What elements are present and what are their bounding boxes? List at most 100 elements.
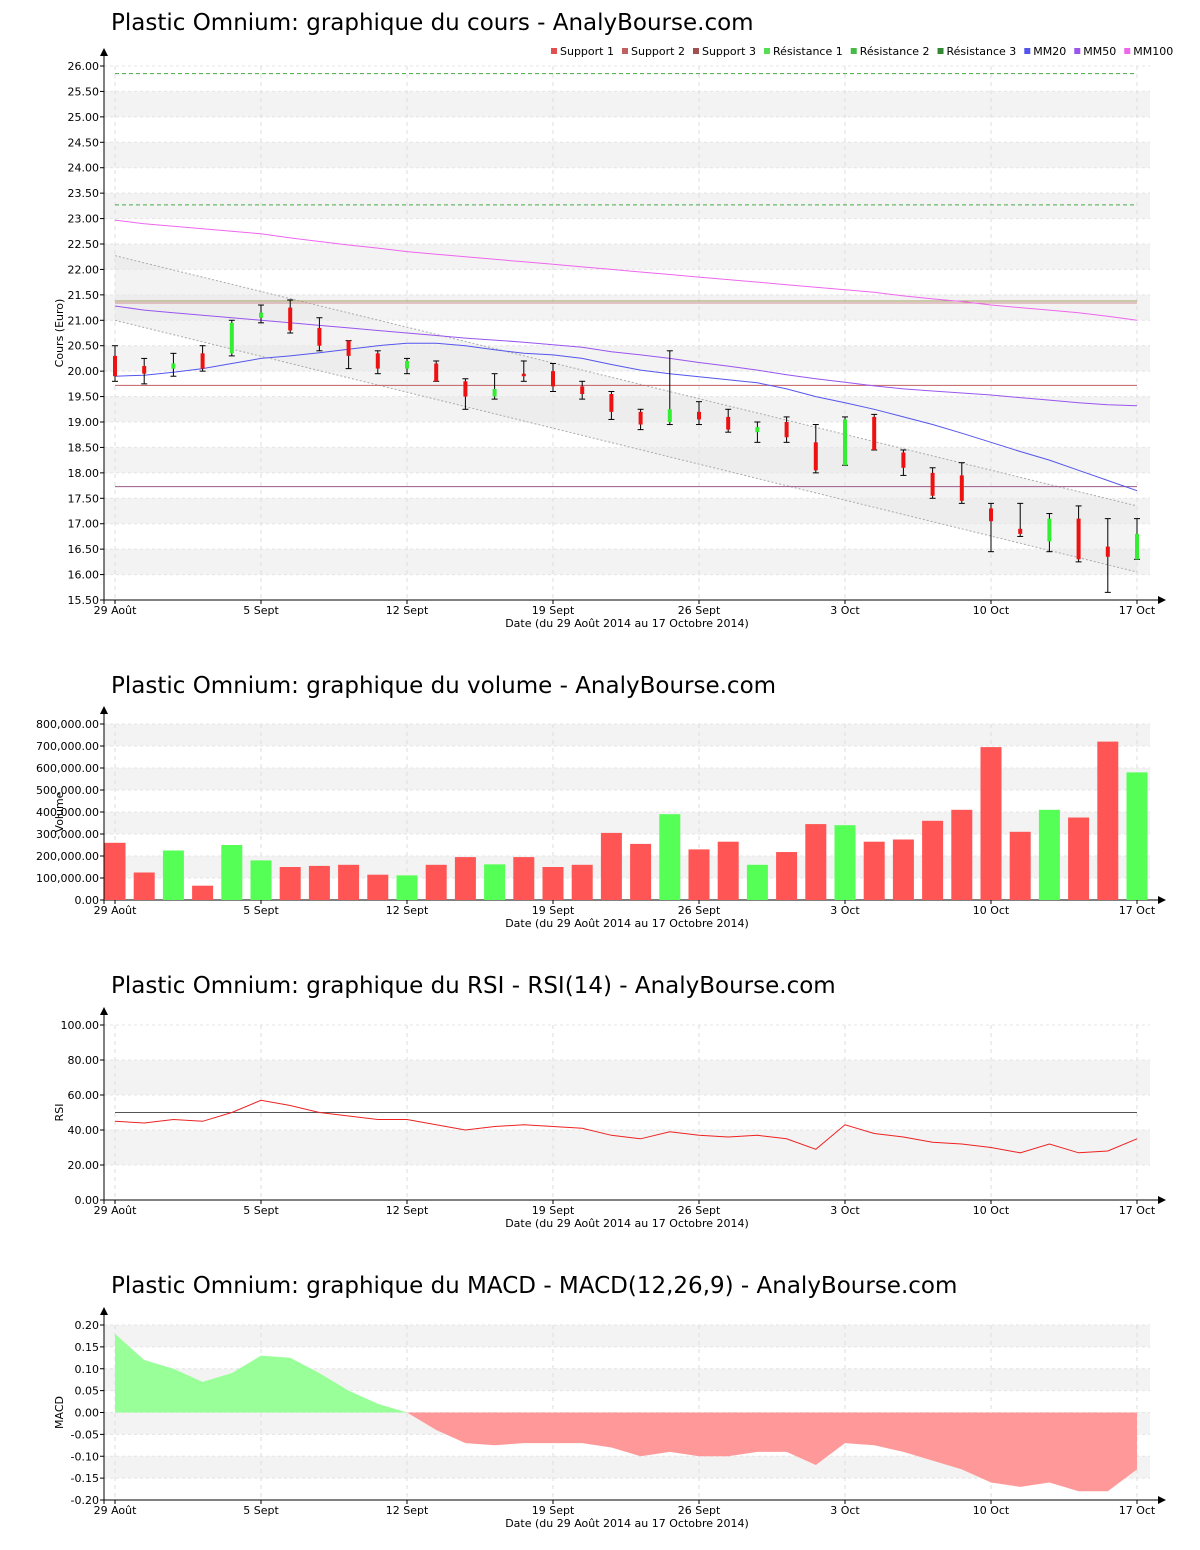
legend-swatch <box>937 48 944 54</box>
y-tick-label: 23.50 <box>68 187 100 200</box>
y-axis-label: RSI <box>53 1104 66 1122</box>
x-tick-label: 26 Sept <box>678 604 721 617</box>
grid-band <box>104 1368 1150 1391</box>
legend-swatch <box>1074 48 1081 54</box>
legend-swatch <box>1024 48 1031 54</box>
y-axis-label: Volume <box>53 791 66 832</box>
volume-bar <box>776 852 798 900</box>
volume-bar <box>133 872 155 900</box>
legend-label: Résistance 2 <box>860 45 930 58</box>
macd-positive-area <box>115 1333 1137 1413</box>
volume-bar <box>308 865 330 900</box>
x-tick-label: 5 Sept <box>243 604 279 617</box>
legend-label: Support 2 <box>631 45 685 58</box>
grid-band <box>104 1325 1150 1347</box>
volume-bar <box>571 864 593 900</box>
y-tick-label: 20.50 <box>68 340 100 353</box>
volume-bar <box>279 867 301 900</box>
legend-swatch <box>1124 48 1131 54</box>
candle-body <box>551 371 555 387</box>
x-tick-label: 12 Sept <box>386 604 429 617</box>
x-axis-label: Date (du 29 Août 2014 au 17 Octobre 2014… <box>505 1217 749 1230</box>
volume-bar <box>892 839 914 900</box>
candle-body <box>638 411 643 425</box>
volume-bar <box>454 857 476 900</box>
legend-label: Résistance 3 <box>947 45 1017 58</box>
x-tick-label: 19 Sept <box>532 1504 575 1517</box>
rsi-chart-title: Plastic Omnium: graphique du RSI - RSI(1… <box>111 973 836 999</box>
candle-body <box>813 442 818 471</box>
volume-bar <box>250 860 272 900</box>
candle-body <box>259 312 263 318</box>
x-tick-label: 17 Oct <box>1119 1504 1156 1517</box>
x-axis-arrow <box>1158 1196 1166 1204</box>
volume-bar <box>162 850 184 900</box>
y-axis-arrow <box>100 1307 108 1315</box>
y-axis-arrow <box>100 48 108 56</box>
volume-bar <box>104 842 126 900</box>
candle-body <box>872 416 877 450</box>
y-axis-arrow <box>100 706 108 714</box>
y-tick-label: 0.00 <box>75 1407 100 1420</box>
volume-bar <box>600 832 622 900</box>
candle-body <box>434 363 439 382</box>
volume-bar <box>980 747 1002 900</box>
volume-bar <box>513 857 535 900</box>
y-tick-label: 18.00 <box>68 467 100 480</box>
y-tick-label: 100.00 <box>61 1019 100 1032</box>
x-tick-label: 3 Oct <box>830 1504 860 1517</box>
x-tick-label: 3 Oct <box>830 1204 860 1217</box>
grid-band <box>104 91 1150 117</box>
y-tick-label: 60.00 <box>68 1089 100 1102</box>
grid-band <box>104 244 1150 270</box>
candle-body <box>405 360 409 369</box>
y-tick-label: 18.50 <box>68 441 100 454</box>
x-tick-label: 3 Oct <box>830 904 860 917</box>
y-tick-label: 20.00 <box>68 1159 100 1172</box>
y-tick-label: 200,000.00 <box>36 850 99 863</box>
x-tick-label: 26 Sept <box>678 1204 721 1217</box>
y-tick-label: 24.50 <box>68 136 100 149</box>
candle-body <box>1076 518 1081 560</box>
grid-band <box>104 768 1150 790</box>
y-tick-label: 0.20 <box>75 1319 100 1332</box>
grid-band <box>104 812 1150 834</box>
legend-label: Support 1 <box>560 45 614 58</box>
x-tick-label: 5 Sept <box>243 1504 279 1517</box>
volume-bar <box>659 814 681 900</box>
candle-body <box>1018 528 1023 534</box>
y-tick-label: 80.00 <box>68 1054 100 1067</box>
trend-channel-lower <box>114 319 1138 573</box>
volume-bar <box>192 885 214 900</box>
x-tick-label: 19 Sept <box>532 1204 575 1217</box>
volume-bar <box>922 820 944 900</box>
y-tick-label: 0.00 <box>75 1194 100 1207</box>
macd-chart-title: Plastic Omnium: graphique du MACD - MACD… <box>111 1273 958 1299</box>
candle-body <box>113 355 117 377</box>
mm20-line <box>114 342 1138 492</box>
x-axis-arrow <box>1158 1496 1166 1504</box>
y-tick-label: 21.00 <box>68 314 100 327</box>
y-tick-label: 19.50 <box>68 391 100 404</box>
x-axis-label: Date (du 29 Août 2014 au 17 Octobre 2014… <box>505 917 749 930</box>
y-tick-label: 500,000.00 <box>36 784 99 797</box>
candle-body <box>463 381 468 397</box>
volume-bar <box>221 845 243 900</box>
y-tick-label: 22.00 <box>68 263 100 276</box>
macd-chart-plot: -0.20 -0.15 -0.10 -0.05 0.00 0.05 0.10 0.15 0.20… <box>53 1307 1166 1530</box>
x-tick-label: 12 Sept <box>386 1204 429 1217</box>
x-tick-label: 3 Oct <box>830 604 860 617</box>
candle-body <box>726 416 731 430</box>
rsi-chart-plot: 0.00 20.00 40.00 60.00 80.00 100.00 29 Août 5 S… <box>53 1007 1166 1230</box>
y-tick-label: -0.05 <box>71 1428 99 1441</box>
legend-swatch <box>850 48 857 54</box>
x-tick-label: 17 Oct <box>1119 1204 1156 1217</box>
candle-body <box>521 373 526 377</box>
volume-chart-plot: 0.00 100,000.00 200,000.00 300,000.00 400,00… <box>36 706 1166 930</box>
x-tick-label: 12 Sept <box>386 904 429 917</box>
volume-bar <box>338 864 360 900</box>
y-tick-label: 23.00 <box>68 213 100 226</box>
y-tick-label: 0.00 <box>75 894 100 907</box>
volume-bar <box>1126 772 1148 900</box>
y-axis-label: Cours (Euro) <box>53 299 66 368</box>
